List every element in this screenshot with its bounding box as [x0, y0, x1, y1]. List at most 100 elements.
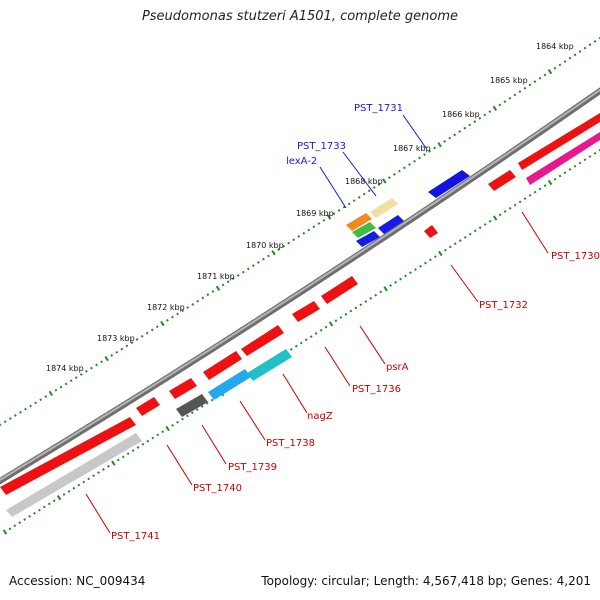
ruler-dot	[352, 199, 356, 203]
gene-block[interactable]	[241, 325, 284, 356]
ruler-dot	[155, 325, 159, 329]
ruler-dot	[210, 398, 214, 402]
gene-block[interactable]	[247, 349, 292, 381]
ruler-dot	[473, 229, 477, 233]
ruler-dot	[488, 110, 492, 113]
ruler-dot	[262, 257, 265, 261]
gene-block[interactable]	[176, 394, 208, 417]
ruler-dot	[473, 120, 477, 123]
ruler-dot	[588, 43, 592, 47]
ruler-dot	[403, 166, 406, 170]
gene-label-pst-1740[interactable]: PST_1740	[193, 483, 242, 494]
gene-block[interactable]	[424, 225, 438, 238]
ruler-dot	[443, 248, 447, 252]
gene-label-pst-1730[interactable]: PST_1730	[551, 251, 600, 262]
ruler-dot	[304, 338, 308, 342]
gene-block[interactable]	[378, 215, 404, 234]
ruler-dot	[165, 425, 170, 432]
ruler-dot	[389, 284, 392, 287]
ruler-dot	[558, 63, 562, 67]
ruler-dot	[508, 96, 512, 100]
ruler-dot	[116, 458, 120, 462]
ruler-dot	[131, 449, 135, 452]
ruler-dot	[483, 223, 487, 226]
gene-block[interactable]	[6, 433, 142, 517]
ruler-dot	[553, 66, 557, 70]
gene-block[interactable]	[518, 113, 600, 170]
gene-label-nagz[interactable]: nagZ	[307, 411, 333, 422]
ruler-dot	[136, 446, 140, 449]
ruler-dot	[196, 299, 200, 303]
ruler-dot	[367, 189, 371, 193]
gene-label-pst-1741[interactable]: PST_1741	[111, 531, 160, 542]
genome-backbone-highlight	[0, 88, 600, 482]
ruler-dot	[513, 93, 517, 97]
gene-block[interactable]	[203, 351, 242, 380]
ruler-dot	[324, 325, 328, 329]
gene-label-pst-1736[interactable]: PST_1736	[352, 384, 401, 395]
gene-label-pst-1731[interactable]: PST_1731	[354, 103, 403, 114]
gene-label-pst-1739[interactable]: PST_1739	[228, 462, 277, 473]
gene-block[interactable]	[321, 276, 358, 304]
genes-below	[0, 113, 600, 517]
gene-block[interactable]	[0, 417, 136, 495]
ruler-dot	[478, 226, 482, 230]
gene-label-pst-1738[interactable]: PST_1738	[266, 438, 315, 449]
ruler-dot	[111, 460, 116, 466]
ruler-dot	[578, 161, 582, 165]
gene-label-pst-1732[interactable]: PST_1732	[479, 300, 528, 311]
ruler-dot	[257, 261, 260, 264]
gene-block[interactable]	[356, 231, 380, 247]
ruler-dot	[498, 213, 502, 217]
ruler-dot	[90, 366, 93, 370]
gene-block[interactable]	[169, 378, 197, 399]
gene-block[interactable]	[346, 213, 372, 231]
ruler-dot	[503, 100, 507, 103]
gene-label-lexa-2[interactable]: lexA-2	[286, 156, 317, 167]
ruler-dot	[77, 483, 81, 487]
ruler-dot	[349, 309, 353, 313]
gene-block[interactable]	[526, 132, 600, 185]
ruler-dot	[292, 238, 296, 242]
gene-block[interactable]	[370, 198, 398, 218]
ruler-dot	[176, 312, 179, 316]
ruler-dot	[319, 328, 323, 332]
ruler-dot	[48, 390, 54, 397]
ruler-dot	[498, 103, 502, 107]
gene-label-pst-1733[interactable]: PST_1733	[297, 141, 346, 152]
ruler-dot	[120, 347, 124, 351]
ruler-dot	[408, 163, 411, 166]
ruler-dot	[115, 350, 119, 354]
tick-label: 1870 kbp	[246, 241, 284, 250]
gene-block[interactable]	[428, 170, 470, 198]
ruler-dot	[130, 341, 134, 345]
ruler-dot	[578, 50, 582, 53]
ruler-dot	[433, 255, 437, 259]
gene-block[interactable]	[208, 369, 251, 400]
ruler-dot	[398, 169, 401, 173]
ruler-dot	[317, 222, 321, 225]
ruler-dot	[518, 200, 522, 204]
gene-label-psra[interactable]: psrA	[386, 362, 409, 373]
ruler-dot	[413, 159, 416, 163]
ruler-dot	[563, 171, 567, 175]
gene-block[interactable]	[488, 170, 516, 191]
ruler-dot	[206, 293, 210, 297]
ruler-dot	[593, 39, 597, 43]
ruler-dot	[429, 258, 432, 262]
ruler-dot	[201, 296, 205, 300]
gene-block[interactable]	[292, 301, 320, 322]
ruler-dot	[483, 113, 487, 117]
ruler-dot	[39, 398, 43, 402]
ruler-dot	[54, 388, 58, 392]
ruler-dot	[437, 142, 442, 148]
gene-block[interactable]	[136, 397, 160, 416]
ruler-dot	[28, 515, 31, 518]
ruler-dot	[85, 369, 88, 373]
ruler-dot	[383, 286, 388, 292]
ruler-dot	[543, 73, 547, 77]
gene-block[interactable]	[352, 222, 376, 238]
ruler-dot	[92, 474, 95, 478]
ruler-dot	[221, 283, 225, 287]
